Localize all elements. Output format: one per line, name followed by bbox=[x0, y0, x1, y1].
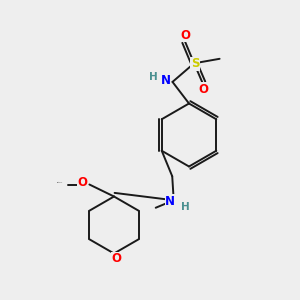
Text: H: H bbox=[181, 202, 190, 212]
Text: O: O bbox=[111, 252, 122, 266]
Text: O: O bbox=[77, 176, 88, 189]
Text: N: N bbox=[161, 74, 171, 87]
Text: methoxy: methoxy bbox=[57, 182, 63, 183]
Text: S: S bbox=[191, 57, 199, 70]
Text: O: O bbox=[198, 83, 208, 96]
Text: O: O bbox=[180, 28, 190, 42]
Text: H: H bbox=[148, 71, 158, 82]
Text: N: N bbox=[165, 195, 175, 208]
